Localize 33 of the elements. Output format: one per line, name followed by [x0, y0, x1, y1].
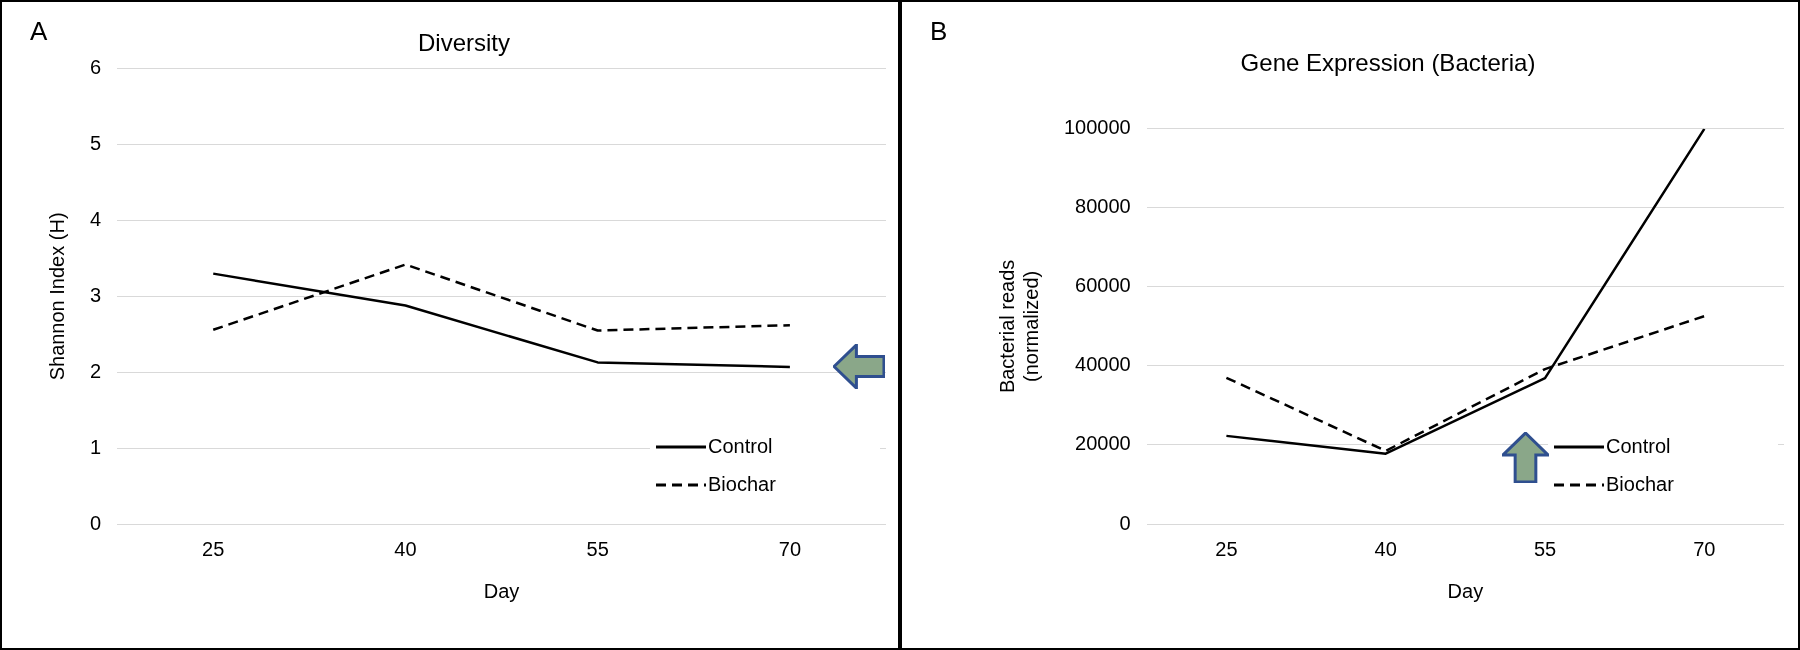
- x-tick-label: 55: [586, 537, 609, 560]
- y-tick-label: 5: [90, 132, 102, 155]
- y-tick-label: 40000: [1075, 353, 1131, 376]
- x-tick-label: 55: [1533, 537, 1557, 560]
- legend-label: Control: [708, 434, 773, 457]
- y-tick-label: 2: [90, 359, 102, 382]
- y-tick-label: 60000: [1075, 274, 1131, 297]
- y-tick-label: 20000: [1075, 432, 1131, 455]
- x-tick-label: 40: [394, 537, 417, 560]
- chart-title: Gene Expression (Bacteria): [1240, 49, 1536, 77]
- legend-label: Control: [1606, 434, 1671, 457]
- x-axis-title: Day: [1447, 579, 1484, 602]
- legend-label: Biochar: [708, 472, 777, 495]
- x-tick-label: 25: [1215, 537, 1238, 560]
- y-tick-label: 4: [90, 208, 102, 231]
- text: A: [30, 16, 48, 47]
- y-tick-label: 1: [90, 435, 102, 458]
- y-tick-label: 0: [1119, 511, 1131, 534]
- x-tick-label: 70: [1693, 537, 1716, 560]
- y-tick-label: 100000: [1063, 116, 1131, 139]
- x-axis-title: Day: [483, 579, 520, 602]
- x-tick-label: 25: [202, 537, 225, 560]
- chart-title: Diversity: [417, 29, 511, 57]
- y-tick-label: 0: [90, 511, 102, 534]
- y-tick-label: 6: [90, 56, 102, 79]
- x-tick-label: 70: [778, 537, 802, 560]
- x-tick-label: 40: [1374, 537, 1397, 560]
- text: B: [930, 16, 948, 47]
- legend-label: Biochar: [1606, 472, 1675, 495]
- y-tick-label: 80000: [1075, 195, 1131, 218]
- y-axis-title: Bacterial reads (normalized): [995, 259, 1042, 394]
- y-tick-label: 3: [90, 283, 102, 306]
- y-axis-title: Shannon Index (H): [45, 212, 68, 381]
